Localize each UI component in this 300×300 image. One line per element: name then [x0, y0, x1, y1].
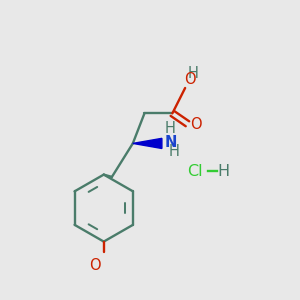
Text: N: N [164, 135, 177, 150]
Polygon shape [133, 138, 162, 148]
Text: O: O [89, 258, 100, 273]
Text: H: H [165, 122, 176, 136]
Text: O: O [190, 117, 202, 132]
Text: Cl: Cl [188, 164, 203, 178]
Text: H: H [169, 144, 180, 159]
Text: H: H [188, 66, 199, 81]
Text: H: H [218, 164, 230, 178]
Text: O: O [184, 72, 196, 87]
